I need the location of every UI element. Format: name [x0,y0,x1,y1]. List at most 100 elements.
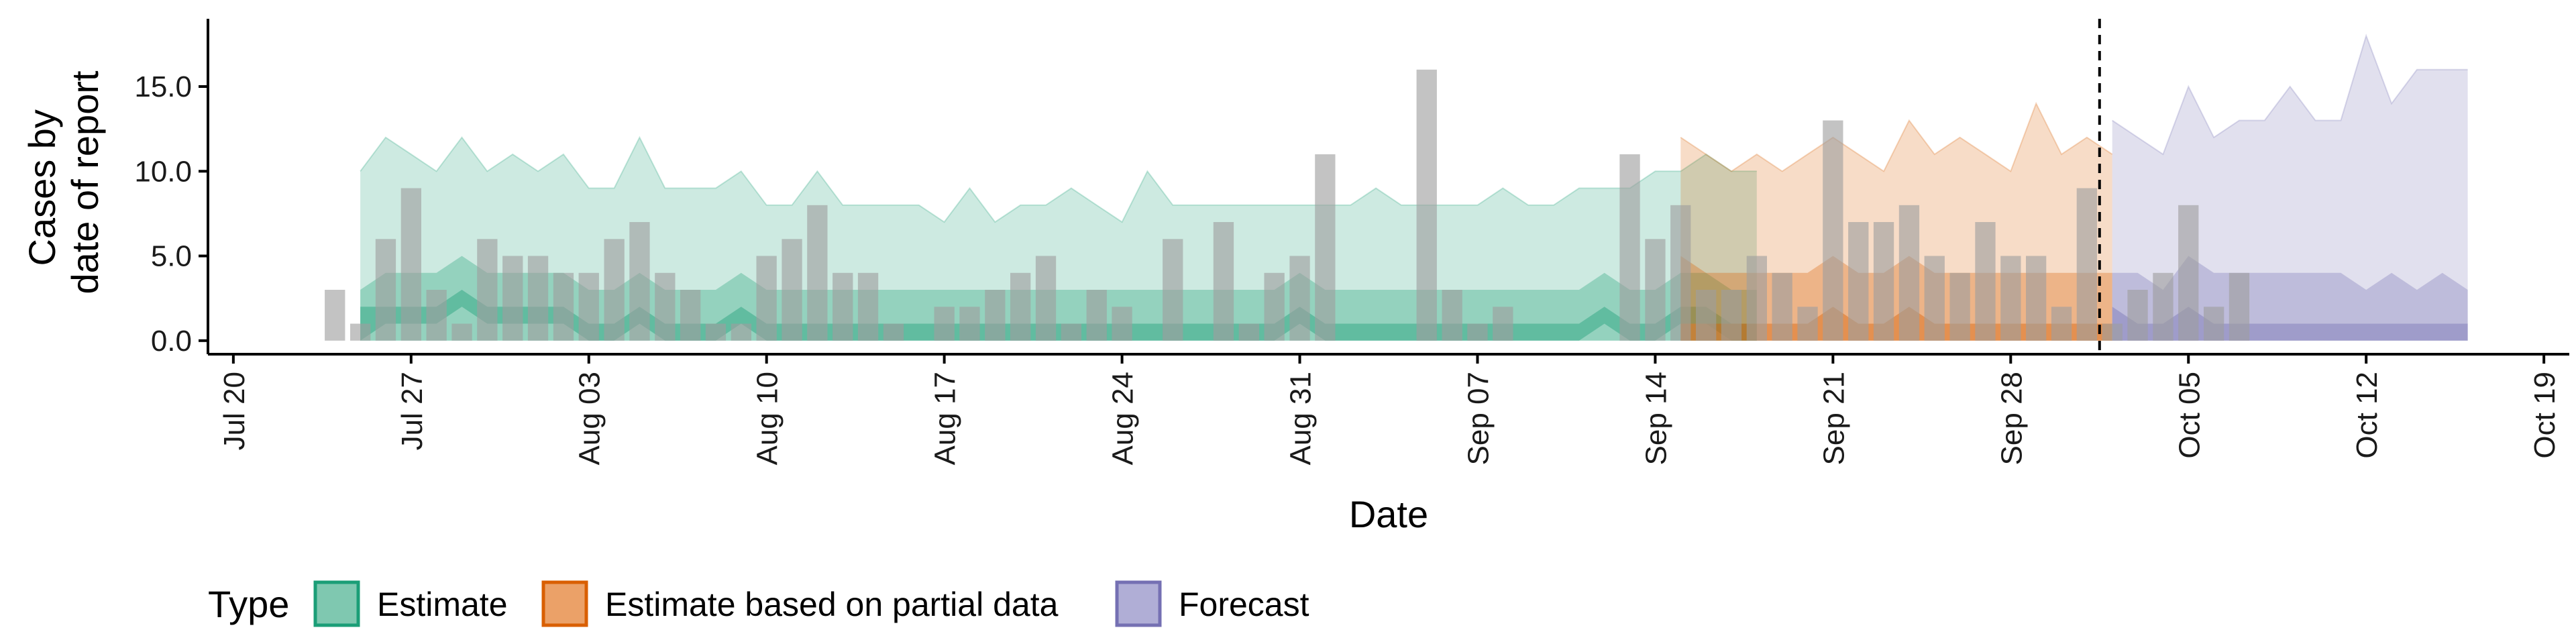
x-tick-label: Aug 17 [929,372,962,465]
reported-case-bar [1797,307,1818,341]
reported-case-bar [325,290,345,341]
x-tick-label: Aug 10 [751,372,784,465]
reported-case-bar [1264,272,1285,341]
reported-case-bar [1315,154,1336,341]
reported-case-bar [2204,307,2224,341]
reported-case-bar [527,256,549,341]
legend-label: Estimate [377,586,508,623]
reported-case-bar [477,239,498,341]
legend-key-forecast [1115,580,1162,627]
reported-case-bar [1949,272,1970,341]
y-tick-label: 5.0 [151,240,192,273]
y-axis-title-line-1: Cases by [21,109,63,266]
reported-case-bar [1823,120,1843,341]
reported-case-bar [1086,290,1107,341]
reported-case-bar [1163,239,1183,341]
x-tick-label: Aug 24 [1107,372,1140,465]
reported-case-bar [2000,256,2021,341]
x-tick-label: Jul 27 [396,372,429,450]
reported-case-bar [1746,256,1767,341]
y-axis-title-line-2: date of report [64,70,106,294]
reported-case-bar [502,256,523,341]
reported-case-bar [655,272,676,341]
reported-case-bar [1061,323,1081,341]
x-tick-label: Sep 21 [1817,372,1850,465]
reported-case-bar [1975,222,1996,341]
legend-key-estimate [313,580,360,627]
reported-case-bar [553,272,574,341]
legend-key-estimate-based-on-partial-data [541,580,588,627]
reported-case-bar [426,290,447,341]
forecast-ci20-band [2112,307,2468,341]
legend-label: Forecast [1179,586,1309,623]
reported-case-bar [350,323,371,341]
reported-case-bar [1772,272,1792,341]
reported-case-bar [1238,323,1259,341]
reported-case-bar [857,272,879,341]
reported-case-bar [2051,307,2072,341]
reported-case-bar [2229,272,2250,341]
x-tick-label: Aug 03 [574,372,606,465]
reported-case-bar [782,239,802,341]
reported-case-bar [680,290,701,341]
reported-case-bar [1493,307,1513,341]
forecast-ci90-edge [2112,34,2468,156]
reported-case-bar [1289,256,1310,341]
x-tick-label: Jul 20 [218,372,251,450]
y-axis-ticks: 0.0 5.0 10.0 15.0 [134,70,208,358]
reported-case-bar [451,323,472,341]
x-tick-label: Sep 14 [1640,372,1672,465]
reported-case-bar [807,205,828,341]
reported-case-bar [883,323,904,341]
x-axis-ticks: Jul 20 Jul 27 Aug 03 Aug 10 Aug 17 Aug 24 Aug … [218,354,2561,465]
legend-label: Estimate based on partial data [605,586,1059,623]
legend-title: Type [208,583,289,625]
reported-case-bar [1898,205,1920,341]
reported-case-bar [959,307,980,341]
reported-case-bar [1035,256,1057,341]
x-tick-label: Sep 28 [1995,372,2028,465]
reported-case-bar [1848,222,1869,341]
reported-case-bars [325,69,2250,341]
reported-case-bar [756,256,777,341]
reported-case-bar [1442,290,1462,341]
forecast-ci90-band [2112,36,2468,341]
reported-case-bar [2026,256,2047,341]
x-tick-label: Aug 31 [1285,372,1318,465]
reported-case-bar [833,272,853,341]
reported-case-bar [604,239,625,341]
estimate-ci90-band [360,137,1757,341]
x-tick-label: Oct 12 [2351,372,2383,459]
x-axis-title: Date [1349,493,1428,535]
y-axis-title: Cases by date of report [21,70,106,294]
reported-case-bar [578,272,599,341]
reported-case-bar [629,222,650,341]
reported-case-bar [2153,272,2174,341]
x-tick-label: Oct 05 [2173,372,2206,459]
reported-case-bar [400,188,421,341]
estimate-ci90-edge [360,136,1757,223]
reported-case-bar [1467,323,1488,341]
reported-case-bar [985,290,1006,341]
reported-case-bar [1924,256,1945,341]
reported-case-bar [1112,307,1132,341]
reported-case-bar [2076,188,2097,341]
y-tick-label: 15.0 [134,70,192,103]
reported-case-bar [1721,290,1742,341]
reported-case-bar [1619,154,1640,341]
reported-case-bar [2178,205,2199,341]
reported-case-bar [1670,205,1691,341]
reported-case-bar [1416,69,1437,341]
credible-interval-bands [360,34,2468,341]
y-tick-label: 10.0 [134,155,192,188]
reported-case-bar [1696,290,1717,341]
reported-case-bar [1645,239,1666,341]
axes [207,19,2569,356]
reported-case-bar [1213,222,1234,341]
estimate-ci50-band [360,256,1757,341]
reported-case-bar [1010,272,1031,341]
reported-case-bar [705,323,727,341]
y-tick-label: 0.0 [151,325,192,358]
reported-case-bar [1873,222,1894,341]
